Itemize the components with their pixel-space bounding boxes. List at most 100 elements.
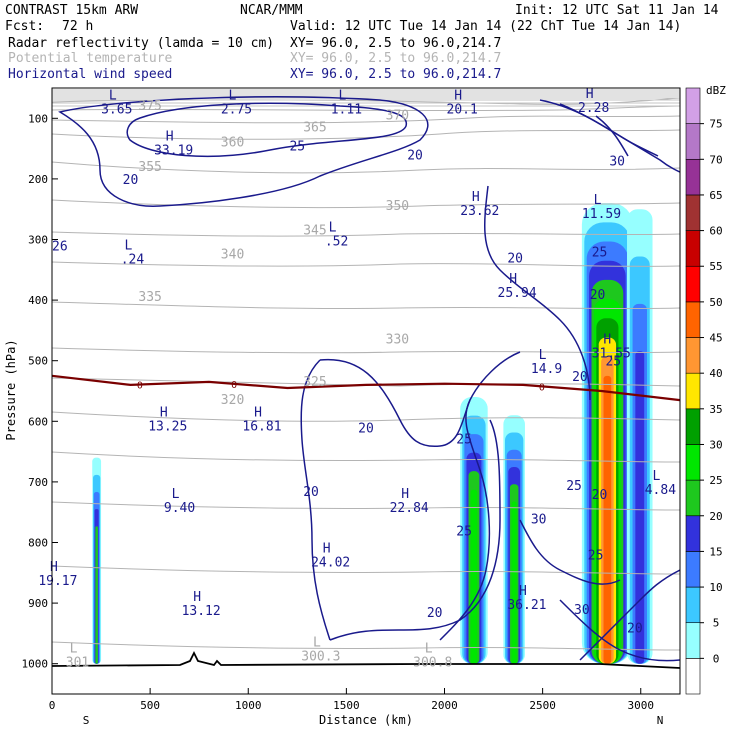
theta-contour-300 [52, 641, 680, 651]
wind-contour-30-right-upper [595, 115, 629, 157]
extremum-kind: H [50, 560, 58, 575]
plot-area [52, 89, 680, 669]
wind-contour-label: 25 [566, 479, 582, 494]
extremum-kind: L [172, 487, 180, 502]
theta-label: 350 [386, 199, 409, 214]
field-xy-wind: XY= 96.0, 2.5 to 96.0,214.7 [290, 67, 501, 82]
theta-label: 335 [138, 290, 161, 305]
wind-contour-label: 20 [427, 606, 443, 621]
extremum-kind: L [229, 88, 237, 103]
x-axis: 0 500 1000 1500 2000 2500 3000 [49, 688, 654, 712]
colorbar-swatch [685, 658, 701, 695]
reflectivity-shading [470, 489, 478, 664]
extremum-kind: L [125, 239, 133, 254]
colorbar-label: 30 [709, 438, 722, 451]
extremum-value: 301 [66, 656, 89, 671]
theta-contour-330 [52, 347, 680, 354]
y-tick-label: 600 [28, 415, 48, 428]
colorbar-label: 0 [713, 652, 720, 665]
colorbar-swatch [685, 372, 701, 410]
wind-contour-label: 25 [588, 549, 604, 564]
wind-contour-label: 20 [590, 288, 606, 303]
extremum-value: .52 [325, 235, 348, 250]
extremum-value: 22.84 [390, 501, 429, 516]
extremum-value: 11.59 [582, 207, 621, 222]
init-label: Init: 12 UTC Sat 11 Jan 14 [515, 3, 719, 18]
colorbar: 0 5 10 15 20 25 30 35 40 45 50 55 60 65 70 75 [685, 87, 723, 695]
theta-label: 325 [303, 375, 326, 390]
center-label: NCAR/MMM [240, 3, 303, 18]
colorbar-unit: dBZ [706, 84, 726, 97]
extremum-kind: H [586, 87, 594, 102]
wind-contour-label: 20 [572, 370, 588, 385]
freezing-level-label-2: 0 [231, 380, 237, 391]
wind-contour-label: 30 [531, 512, 547, 527]
wind-contour-20-left [300, 359, 331, 641]
extremum-value: 4.84 [645, 483, 676, 498]
extremum-value: 20.1 [447, 102, 478, 117]
wind-contour-label: 25 [456, 432, 472, 447]
wind-contour-20-upper [58, 96, 429, 207]
theta-label: 330 [386, 332, 409, 347]
reflectivity-shading [603, 375, 612, 664]
wind-contour-label: 25 [605, 355, 621, 370]
colorbar-label: 5 [713, 617, 720, 630]
y-tick-label: 400 [28, 294, 48, 307]
colorbar-swatch [685, 87, 701, 124]
colorbar-swatch [685, 265, 701, 303]
x-tick-label: 2000 [431, 699, 458, 712]
plot-frame [51, 87, 681, 695]
colorbar-swatch [685, 444, 701, 481]
x-tick-label: 1500 [333, 699, 360, 712]
colorbar-label: 35 [709, 403, 722, 416]
extremum-value: 31.55 [592, 347, 631, 362]
extremum-value: 300.8 [413, 656, 452, 671]
colorbar-swatch [685, 158, 701, 196]
field-name-theta: Potential temperature [8, 51, 173, 66]
colorbar-swatch [685, 337, 701, 374]
extremum-kind: L [425, 642, 433, 657]
wind-contour-30-right-middle [519, 519, 621, 585]
theta-contours [52, 97, 680, 651]
fcst-label: Fcst: [5, 19, 44, 34]
freezing-level-line [52, 374, 680, 402]
theta-label: 370 [386, 108, 409, 123]
extremum-kind: L [594, 193, 602, 208]
theta-contour-310 [52, 501, 680, 511]
theta-contour-345 [52, 231, 680, 237]
y-tick-label: 700 [28, 476, 48, 489]
theta-label: 340 [221, 248, 244, 263]
extremum-value: 24.02 [311, 556, 350, 571]
wind-contour-label: 30 [609, 155, 625, 170]
theta-contour-335 [52, 301, 680, 310]
extremum-value: 16.81 [242, 419, 281, 434]
wind-contour-20-mid-lower [329, 419, 501, 641]
colorbar-label: 70 [709, 153, 722, 166]
colorbar-label: 60 [709, 225, 722, 238]
extremum-value: 2.28 [578, 101, 609, 116]
colorbar-swatch [685, 230, 701, 267]
extremum-kind: L [539, 348, 547, 363]
y-axis: 100 200 300 400 500 600 700 800 900 1000 [22, 112, 58, 671]
wind-contour-label: 20 [627, 621, 643, 636]
reflectivity-shading [95, 526, 98, 664]
theta-label: 320 [221, 393, 244, 408]
extremum-value: 2.75 [221, 102, 252, 117]
wind-contour-label: 20 [407, 149, 423, 164]
model-title: CONTRAST 15km ARW [5, 3, 138, 18]
wind-contour-label: 20 [507, 252, 523, 267]
extremum-kind: L [109, 88, 117, 103]
extremum-kind: L [652, 469, 660, 484]
wind-contour-label: 20 [123, 173, 139, 188]
extremum-kind: H [323, 542, 331, 557]
colorbar-label: 10 [709, 581, 722, 594]
field-xy-theta: XY= 96.0, 2.5 to 96.0,214.7 [290, 51, 501, 66]
extremum-kind: H [519, 584, 527, 599]
x-tick-label: 0 [49, 699, 56, 712]
colorbar-label: 55 [709, 260, 722, 273]
colorbar-swatch [685, 551, 701, 588]
colorbar-label: 50 [709, 296, 722, 309]
theta-contour-305 [52, 565, 680, 575]
colorbar-label: 75 [709, 118, 722, 131]
extremum-kind: H [166, 130, 174, 145]
